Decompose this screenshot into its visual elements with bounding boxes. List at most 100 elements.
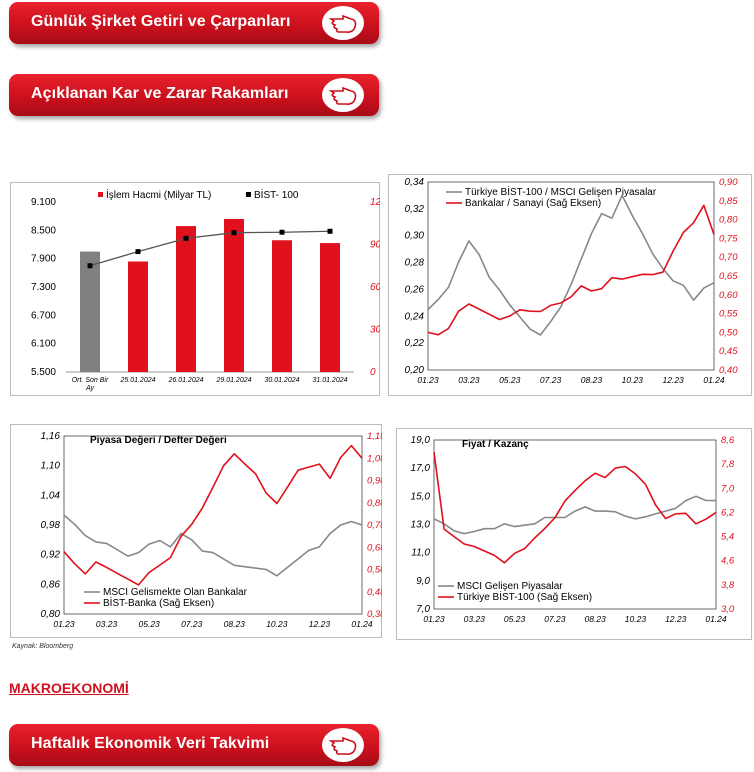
chart-title: Fiyat / Kazanç: [462, 439, 529, 450]
legend-label: BİST- 100: [254, 188, 299, 201]
x-tick-label: 01.23: [423, 614, 445, 624]
right-tick-label: 7,0: [721, 483, 735, 494]
left-tick-label: 11,0: [411, 548, 430, 559]
left-tick-label: 6.100: [31, 339, 56, 350]
x-tick-label: 03.23: [464, 614, 486, 624]
legend-label: Türkiye BİST-100 / MSCI Gelişen Piyasala…: [465, 185, 657, 198]
right-tick-label: 3,0: [721, 604, 735, 615]
left-tick-label: 9.100: [31, 197, 56, 208]
right-tick-label: 0,58: [367, 565, 382, 576]
right-tick-label: 7,8: [721, 459, 735, 470]
x-tick-label: 12.23: [309, 619, 331, 629]
left-tick-label: 15,0: [411, 491, 431, 502]
category-label: 29.01.2024: [215, 377, 251, 384]
banner-label: Açıklanan Kar ve Zarar Rakamları: [31, 85, 289, 102]
right-tick-label: 0,78: [367, 520, 382, 531]
chart-piyasa-defter: 0,80 0,86 0,92 0,98 1,04 1,10 1,16 0,38 0,48 0,58…: [10, 424, 382, 638]
left-tick-label: 17,0: [411, 463, 431, 474]
right-tick-label: 0,98: [367, 476, 382, 487]
chart-title: Piyasa Değeri / Defter Değeri: [90, 435, 227, 446]
x-tick-label: 10.23: [622, 375, 644, 385]
left-tick-label: 7,0: [416, 604, 430, 615]
right-tick-label: 0,75: [719, 233, 738, 244]
line-point: [183, 235, 189, 241]
x-tick-label: 01.23: [53, 619, 75, 629]
right-tick-label: 1,08: [367, 453, 382, 464]
chart-fiyat-kazanc: 7,0 9,0 11,0 13,0 15,0 17,0 19,0 3,0 3,8 4,6 5,4 6,…: [396, 428, 752, 640]
left-tick-label: 8.500: [31, 225, 56, 236]
right-tick-label: 0,48: [367, 587, 382, 598]
right-tick-label: 60: [370, 282, 380, 293]
right-tick-label: 3,8: [721, 580, 735, 591]
series-line-1: [427, 204, 715, 336]
x-tick-label: 12.23: [665, 614, 687, 624]
banner-kar-zarar[interactable]: Açıklanan Kar ve Zarar Rakamları: [9, 74, 379, 116]
line-point: [135, 249, 141, 255]
right-tick-label: 30: [370, 325, 380, 336]
category-label: Ay: [85, 385, 95, 392]
left-tick-label: 0,26: [405, 284, 425, 295]
x-tick-label: 01.23: [417, 375, 439, 385]
series-line-0: [427, 194, 715, 336]
x-tick-label: 01.24: [705, 614, 727, 624]
right-tick-label: 0,50: [719, 327, 738, 338]
left-tick-label: 0,34: [405, 177, 425, 188]
category-label: 31.01.2024: [312, 377, 347, 384]
hand-pointer-icon: [322, 6, 364, 40]
banner-ekonomik-takvim[interactable]: Haftalık Ekonomik Veri Takvimi: [9, 724, 379, 766]
right-tick-label: 0,45: [719, 346, 738, 357]
category-label: 26.01.2024: [167, 377, 203, 384]
left-tick-label: 19,0: [411, 435, 431, 446]
left-tick-label: 1,16: [41, 431, 61, 442]
right-tick-label: 0,40: [719, 365, 738, 376]
chart-frame: [396, 428, 752, 640]
left-tick-label: 5.500: [31, 367, 56, 378]
x-tick-label: 05.23: [139, 619, 161, 629]
x-tick-label: 12.23: [663, 375, 685, 385]
right-tick-label: 0,38: [367, 609, 382, 620]
bar: [272, 240, 292, 372]
right-tick-label: 0,65: [719, 271, 738, 282]
right-tick-label: 0,55: [719, 309, 738, 320]
category-label: Ort. Son Bir: [72, 377, 109, 384]
right-tick-label: 90: [370, 240, 380, 251]
banner-sirket-getiri[interactable]: Günlük Şirket Getiri ve Çarpanları: [9, 2, 379, 44]
chart-frame: [10, 182, 380, 396]
left-tick-label: 0,30: [405, 231, 425, 242]
line-point: [87, 263, 93, 269]
chart-frame: [10, 424, 382, 638]
right-tick-label: 4,6: [721, 556, 735, 567]
right-tick-label: 0,68: [367, 542, 382, 553]
chart-bist-msci-oran: 0,20 0,22 0,24 0,26 0,28 0,30 0,32 0,34 0,40 0,45…: [388, 174, 752, 396]
left-tick-label: 0,20: [405, 365, 425, 376]
x-tick-label: 08.23: [581, 375, 603, 385]
banner-label: Haftalık Ekonomik Veri Takvimi: [31, 735, 270, 752]
bar: [128, 261, 148, 372]
right-tick-label: 0,80: [719, 215, 738, 226]
left-tick-label: 0,22: [405, 338, 425, 349]
bar: [224, 219, 244, 372]
legend-label: İşlem Hacmi (Milyar TL): [106, 188, 211, 201]
legend-label: MSCI Gelismekte Olan Bankalar: [103, 587, 248, 598]
section-title[interactable]: MAKROEKONOMİ: [9, 680, 129, 696]
left-tick-label: 0,28: [405, 258, 425, 269]
left-tick-label: 13,0: [411, 520, 431, 531]
left-tick-label: 6.700: [31, 310, 56, 321]
series-line-1: [63, 444, 363, 586]
x-tick-label: 07.23: [181, 619, 203, 629]
chart-islem-hacmi: 5.500 6.100 6.700 7.300 7.900 8.500 9.100 0 30 60…: [10, 182, 380, 396]
right-tick-label: 0,85: [719, 196, 738, 207]
category-label: 30.01.2024: [264, 377, 299, 384]
right-tick-label: 0,88: [367, 498, 382, 509]
right-tick-label: 8,6: [721, 435, 735, 446]
right-tick-label: 0,90: [719, 177, 738, 188]
category-label: 25.01.2024: [119, 377, 155, 384]
right-tick-label: 120: [370, 197, 380, 208]
series-line-0: [433, 495, 717, 535]
legend-label: MSCI Gelişen Piyasalar: [457, 581, 563, 592]
x-tick-label: 01.24: [351, 619, 373, 629]
x-tick-label: 10.23: [266, 619, 288, 629]
line-point: [231, 230, 237, 236]
left-tick-label: 7.900: [31, 254, 56, 265]
bar: [320, 243, 340, 372]
